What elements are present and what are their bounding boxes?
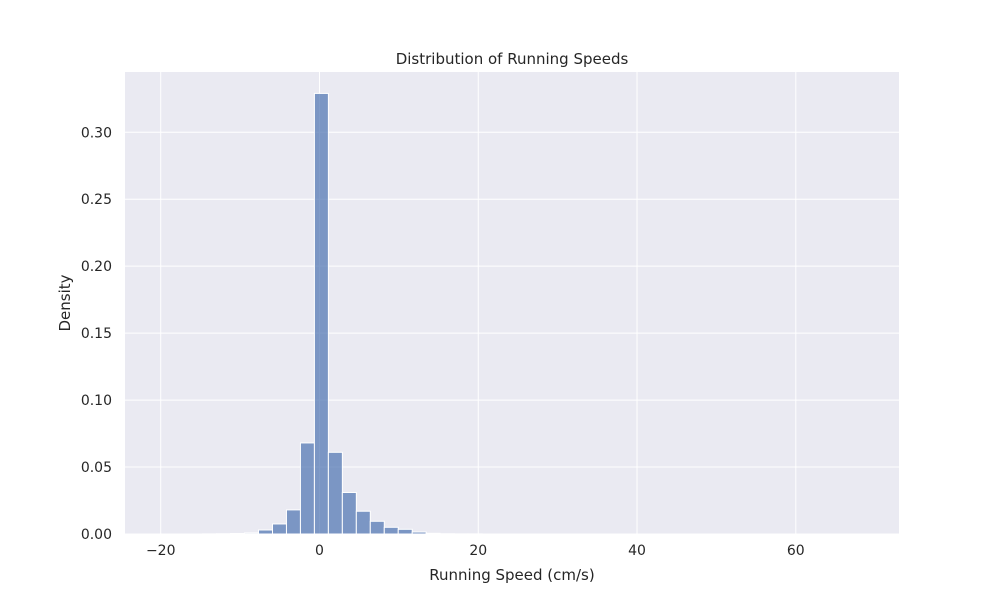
y-tick-label: 0.15 <box>81 326 112 342</box>
y-tick-label: 0.05 <box>81 460 112 476</box>
y-tick-label: 0.30 <box>81 125 112 141</box>
histogram-bar <box>271 523 287 535</box>
chart-title: Distribution of Running Speeds <box>396 50 629 68</box>
x-tick-label: 20 <box>469 543 487 559</box>
histogram-bar <box>285 509 301 535</box>
x-axis-label: Running Speed (cm/s) <box>429 566 594 584</box>
x-tick-label: 40 <box>628 543 646 559</box>
y-tick-labels: 0.00 0.05 0.10 0.15 0.20 0.25 0.30 <box>81 125 112 543</box>
histogram-bar <box>355 510 371 535</box>
histogram-bar <box>425 532 441 535</box>
histogram-bar <box>397 528 413 535</box>
y-tick-label: 0.20 <box>81 259 112 275</box>
histogram-bar <box>313 92 329 535</box>
x-tick-labels: −20 0 20 40 60 <box>146 543 805 559</box>
histogram-bar <box>327 451 343 535</box>
histogram-bar <box>383 526 399 535</box>
histogram-bar <box>299 442 315 535</box>
histogram-bar <box>411 531 427 535</box>
plot-area <box>125 72 899 534</box>
histogram-bar <box>258 529 273 535</box>
histogram-bar <box>341 491 357 535</box>
x-tick-label: 0 <box>315 543 324 559</box>
x-tick-label: 60 <box>787 543 805 559</box>
bar-layer <box>202 92 483 535</box>
y-tick-label: 0.25 <box>81 192 112 208</box>
histogram-bar <box>369 520 385 535</box>
x-tick-label: −20 <box>146 543 176 559</box>
y-axis-label: Density <box>56 274 74 331</box>
y-tick-label: 0.10 <box>81 393 112 409</box>
histogram-bar <box>244 532 260 535</box>
histogram-bar <box>230 532 246 535</box>
y-tick-label: 0.00 <box>81 527 112 543</box>
